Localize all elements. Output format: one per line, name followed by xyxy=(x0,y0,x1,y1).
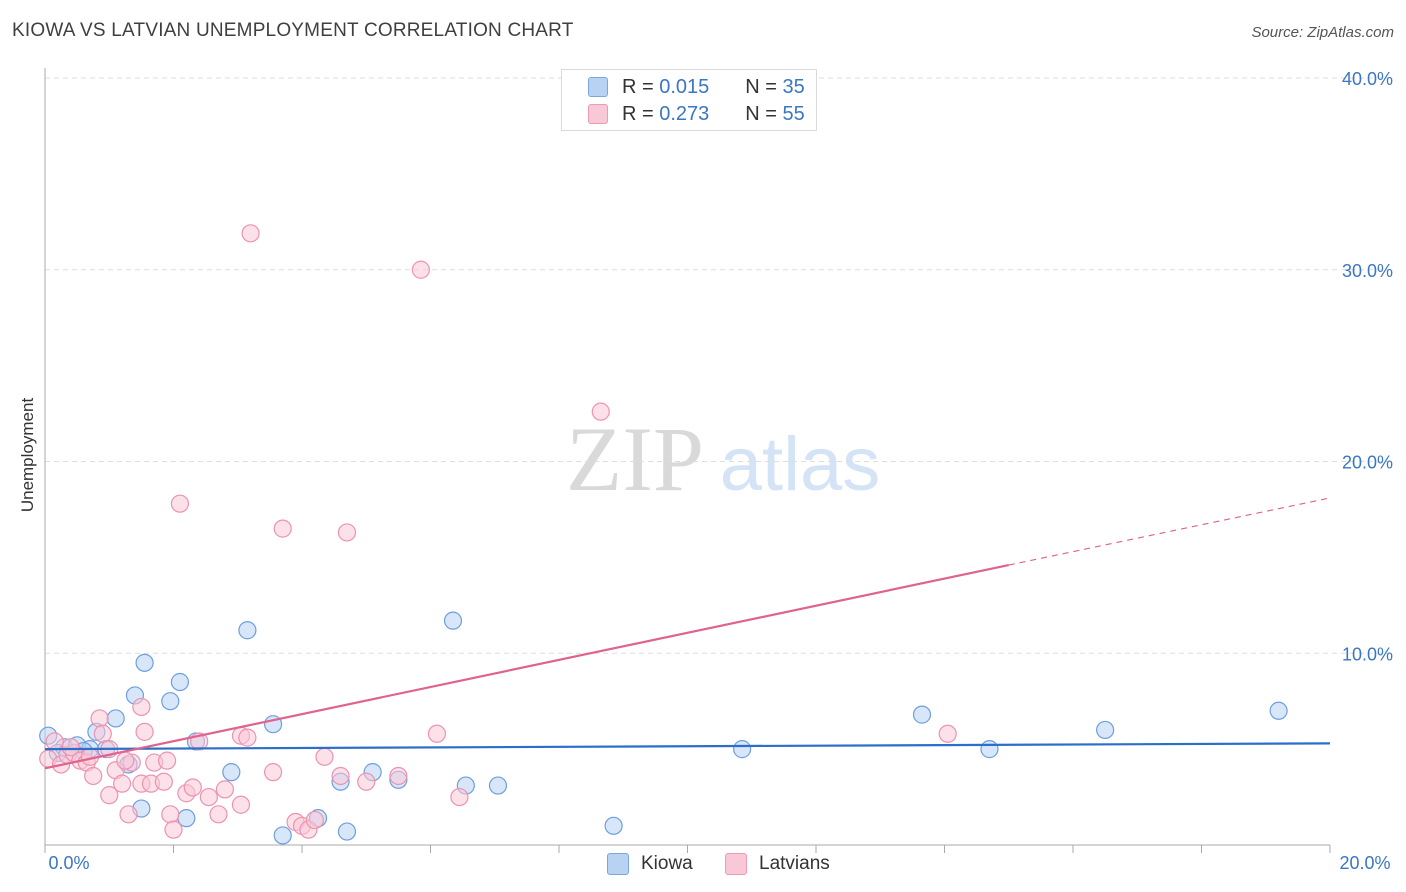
latvians-point xyxy=(199,787,218,807)
latvians-point xyxy=(157,751,177,770)
latvians-point xyxy=(154,772,173,791)
x-tick-label: 20.0% xyxy=(1339,853,1390,873)
latvians-point xyxy=(209,805,228,824)
legend-n-label: N = xyxy=(745,102,783,125)
latvians-point xyxy=(183,778,202,797)
kiowa-point xyxy=(488,776,508,795)
kiowa-point xyxy=(912,705,932,724)
latvians-point xyxy=(411,260,430,279)
kiowa-swatch xyxy=(588,77,608,97)
kiowa-point xyxy=(273,826,292,845)
kiowa-point xyxy=(161,692,180,711)
y-tick-label: 10.0% xyxy=(1342,644,1393,664)
kiowa-point xyxy=(337,822,357,841)
latvians-point xyxy=(161,805,180,824)
latvians-point xyxy=(331,766,350,786)
latvians-point xyxy=(357,772,376,791)
latvians-point xyxy=(238,728,257,747)
latvians-point xyxy=(315,747,334,766)
latvians-legend-swatch xyxy=(725,853,747,875)
latvians-point xyxy=(116,751,135,770)
latvians-point xyxy=(263,763,283,782)
latvians-legend-label: Latvians xyxy=(759,853,830,874)
latvians-point xyxy=(241,224,260,243)
kiowa-legend-label: Kiowa xyxy=(641,853,693,874)
y-tick-label: 30.0% xyxy=(1342,261,1393,281)
latvians-point xyxy=(135,722,154,741)
legend-n-value: 35 xyxy=(782,75,805,98)
latvians-point xyxy=(450,787,469,807)
latvians-point xyxy=(90,709,109,728)
kiowa-trend-line xyxy=(44,742,1331,751)
latvians-point xyxy=(164,820,183,839)
kiowa-point xyxy=(604,816,623,835)
legend-row-kiowa: R = 0.015 N = 35 xyxy=(588,74,805,100)
legend-r-label: R = xyxy=(622,75,660,98)
latvians-point xyxy=(389,766,408,786)
latvians-point xyxy=(61,738,80,757)
kiowa-point xyxy=(170,672,190,692)
legend-r-value: 0.273 xyxy=(659,102,710,125)
latvians-swatch xyxy=(588,104,608,124)
watermark-atlas: atlas xyxy=(720,422,881,507)
latvians-point xyxy=(231,795,251,814)
kiowa-point xyxy=(238,621,257,640)
kiowa-point xyxy=(222,763,241,782)
latvians-point xyxy=(45,732,64,751)
legend-row-latvians: R = 0.273 N = 55 xyxy=(588,101,805,127)
latvians-point xyxy=(215,780,234,799)
kiowa-point xyxy=(1269,701,1288,720)
latvians-point xyxy=(93,724,112,743)
y-tick-label: 20.0% xyxy=(1342,453,1393,473)
source-label: Source: ZipAtlas.com xyxy=(1251,24,1394,41)
latvians-point xyxy=(591,402,610,421)
latvians-trend-extension xyxy=(1008,497,1331,566)
correlation-legend: R = 0.015 N = 35 R = 0.273 N = 55 xyxy=(561,69,817,131)
kiowa-point xyxy=(1096,720,1115,740)
watermark-zip: ZIP xyxy=(566,408,704,510)
kiowa-point xyxy=(733,740,752,759)
bottom-legend-latvians: Latvians xyxy=(725,852,830,876)
latvians-point xyxy=(132,697,151,717)
latvians-point xyxy=(119,805,138,824)
legend-n-value: 55 xyxy=(782,102,805,125)
legend-n-label: N = xyxy=(745,75,783,98)
kiowa-point xyxy=(135,653,154,672)
latvians-trend-line xyxy=(44,563,1009,770)
chart-title: KIOWA VS LATVIAN UNEMPLOYMENT CORRELATIO… xyxy=(12,20,574,41)
kiowa-point xyxy=(106,709,125,728)
latvians-point xyxy=(305,810,324,830)
kiowa-point xyxy=(443,611,463,630)
bottom-legend-kiowa: Kiowa xyxy=(607,852,693,876)
kiowa-point xyxy=(980,740,999,759)
latvians-point xyxy=(100,786,119,805)
legend-r-label: R = xyxy=(622,102,660,125)
latvians-point xyxy=(170,494,190,513)
latvians-point xyxy=(427,724,447,743)
legend-r-value: 0.015 xyxy=(659,75,710,98)
latvians-point xyxy=(938,724,957,743)
x-tick-label: 0.0% xyxy=(48,853,89,873)
y-tick-label: 40.0% xyxy=(1342,69,1393,89)
latvians-point xyxy=(337,523,357,542)
latvians-point xyxy=(112,774,132,793)
kiowa-legend-swatch xyxy=(607,853,629,875)
latvians-point xyxy=(84,766,103,786)
latvians-point xyxy=(273,519,292,538)
